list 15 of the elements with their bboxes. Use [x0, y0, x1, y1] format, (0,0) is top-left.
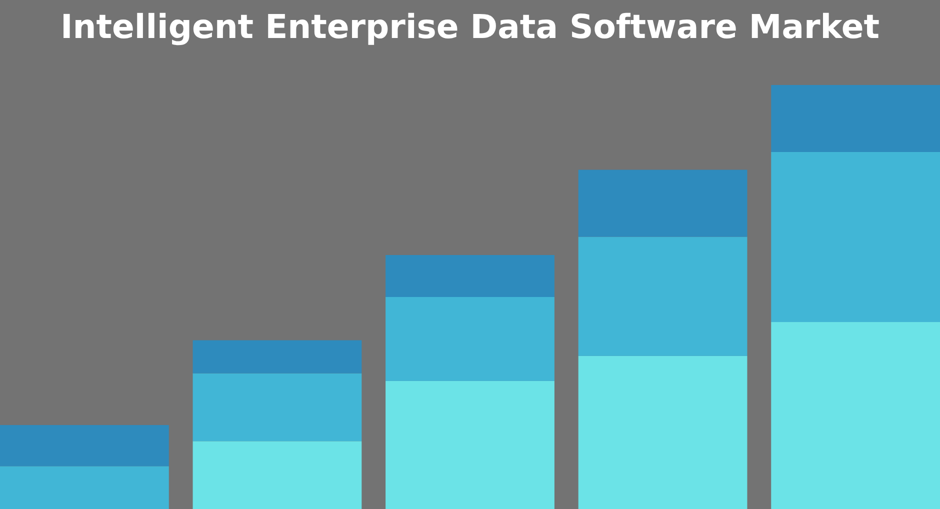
bar	[578, 170, 748, 237]
bar	[192, 373, 362, 442]
bar	[192, 441, 362, 509]
chart-title: Intelligent Enterprise Data Software Market	[60, 7, 880, 46]
bar	[0, 466, 169, 509]
bar	[386, 255, 554, 297]
bar	[386, 297, 554, 381]
bar	[386, 380, 554, 509]
bar	[0, 425, 169, 466]
bar	[771, 322, 940, 509]
bar	[192, 340, 362, 374]
bar	[578, 356, 748, 509]
bar	[771, 152, 940, 322]
bar	[771, 85, 940, 152]
bar	[578, 236, 748, 356]
